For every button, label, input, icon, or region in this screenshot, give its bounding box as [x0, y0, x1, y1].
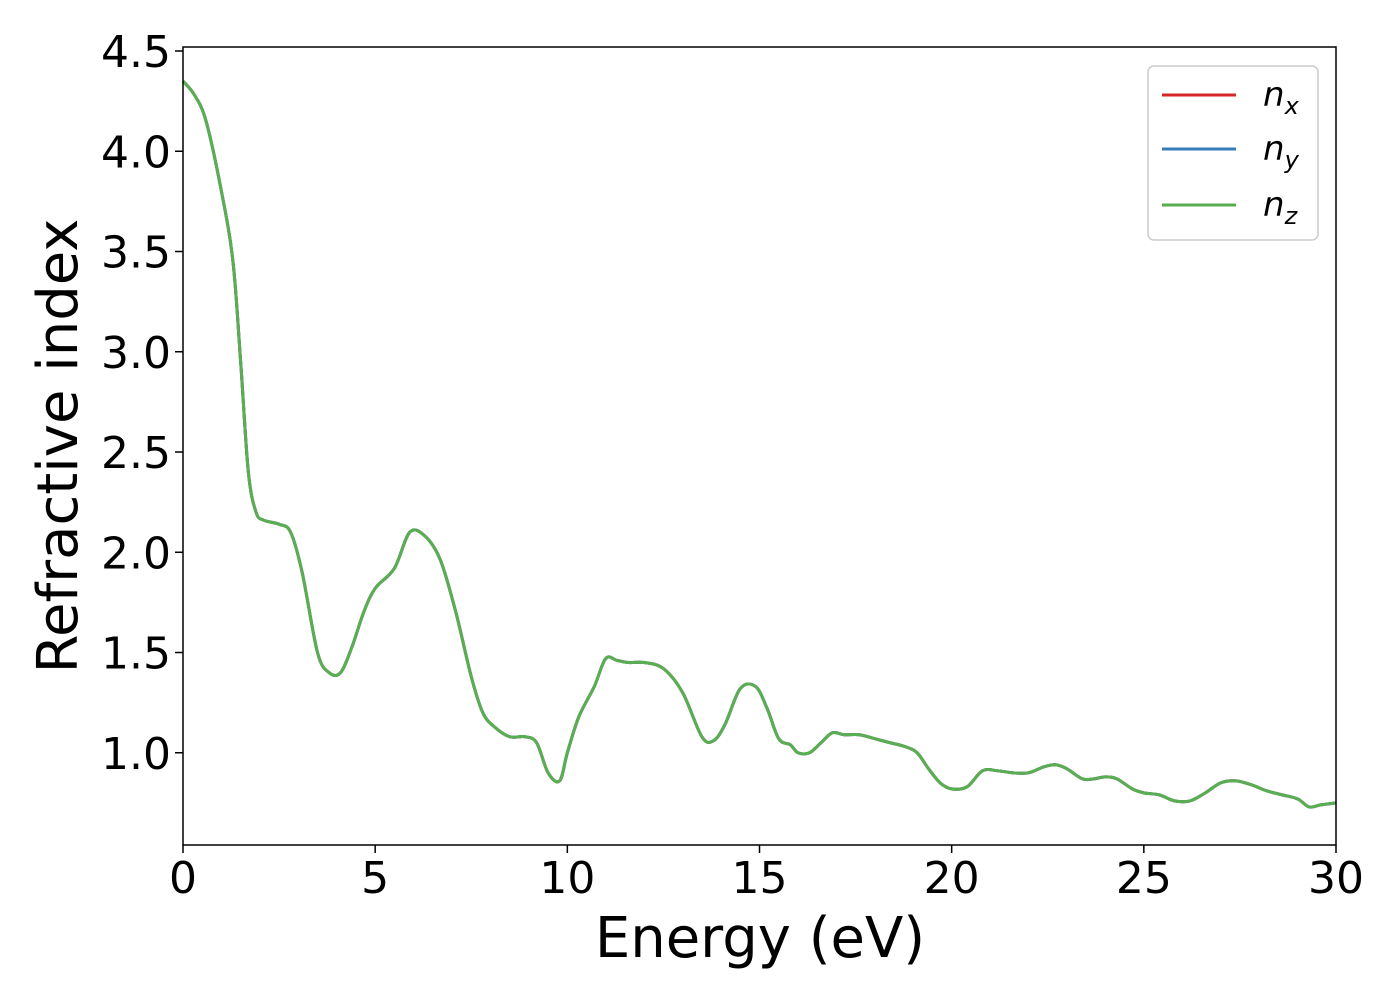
legend-label-3: nz: [1263, 185, 1299, 230]
x-tick-label: 30: [1308, 853, 1364, 904]
x-tick-label: 25: [1116, 853, 1172, 904]
y-tick-label: 3.0: [101, 328, 171, 379]
series-layer: [181, 80, 1337, 809]
y-tick-label: 4.0: [101, 127, 171, 178]
y-axis-ticks: 1.0 1.5 2.0 2.5 3.0 3.5 4.0 4.5: [101, 27, 183, 780]
legend: nx ny nz: [1147, 65, 1319, 241]
y-tick-label: 3.5: [101, 228, 171, 279]
y-tick-label: 1.5: [101, 629, 171, 680]
series-line-3: [181, 80, 1337, 809]
y-tick-label: 1.0: [101, 729, 171, 780]
y-tick-label: 4.5: [101, 27, 171, 78]
y-tick-label: 2.0: [101, 528, 171, 579]
x-tick-label: 15: [732, 853, 788, 904]
y-tick-label: 2.5: [101, 428, 171, 479]
x-tick-label: 20: [924, 853, 980, 904]
x-tick-label: 5: [361, 853, 389, 904]
x-axis-label: Energy (eV): [595, 906, 925, 971]
legend-box: [1147, 65, 1319, 241]
x-tick-label: 10: [539, 853, 595, 904]
legend-label-1: nx: [1263, 75, 1300, 120]
x-axis-ticks: 0 5 10 15 20 25 30: [169, 845, 1364, 904]
legend-label-2: ny: [1263, 129, 1300, 174]
x-tick-label: 0: [169, 853, 197, 904]
y-axis-label: Refractive index: [26, 219, 91, 674]
